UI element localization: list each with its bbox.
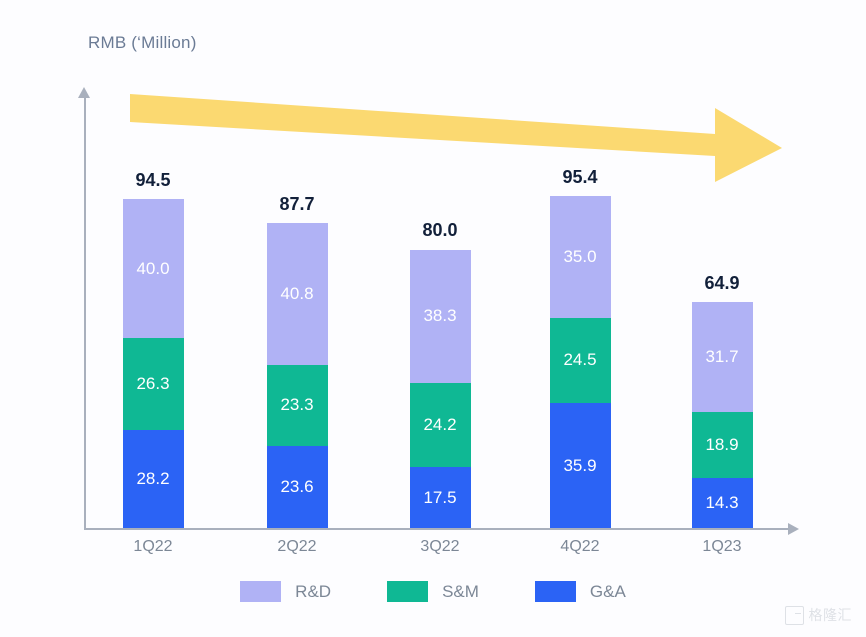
legend-label: G&A bbox=[589, 581, 626, 601]
y-axis-line bbox=[84, 97, 86, 529]
watermark-text: 格隆汇 bbox=[808, 607, 852, 623]
bar-segment-value: 31.7 bbox=[705, 347, 739, 367]
bar-group[interactable]: 64.9 31.7 18.9 14.3 bbox=[691, 273, 753, 528]
bar-segment-value: 23.6 bbox=[280, 476, 314, 496]
y-axis-unit-label: RMB (‘Million) bbox=[88, 33, 197, 52]
bar-segment-rd[interactable]: 38.3 bbox=[409, 249, 471, 383]
bar-segment-rd[interactable]: 40.8 bbox=[266, 222, 328, 365]
bar-segment-value: 17.5 bbox=[423, 487, 457, 507]
bar-segment-rd[interactable]: 40.0 bbox=[122, 199, 184, 339]
bar-segment-ga[interactable]: 35.9 bbox=[549, 403, 611, 528]
bar-segment-value: 40.8 bbox=[280, 283, 314, 303]
bar-segment-sm[interactable]: 23.3 bbox=[266, 364, 328, 446]
bar-segment-rd[interactable]: 35.0 bbox=[549, 195, 611, 318]
bar-total-label: 80.0 bbox=[422, 220, 458, 241]
bar-segment-value: 24.5 bbox=[563, 350, 597, 370]
legend-item-sm[interactable]: S&M bbox=[387, 581, 479, 602]
bar-total-label: 87.7 bbox=[279, 193, 315, 214]
x-axis-tick-label: 1Q22 bbox=[133, 538, 173, 555]
legend-swatch-icon bbox=[240, 581, 282, 602]
bar-segment-value: 18.9 bbox=[705, 435, 739, 455]
legend-item-rd[interactable]: R&D bbox=[240, 581, 331, 602]
bar-segment-sm[interactable]: 18.9 bbox=[691, 412, 753, 479]
bar-group[interactable]: 87.7 40.8 23.3 23.6 bbox=[266, 194, 328, 528]
bar-segment-sm[interactable]: 24.2 bbox=[409, 382, 471, 468]
bar-segment-value: 26.3 bbox=[136, 374, 170, 394]
bar-total-label: 94.5 bbox=[135, 170, 171, 190]
x-axis-tick-label: 1Q23 bbox=[702, 538, 742, 555]
legend-label: R&D bbox=[295, 581, 332, 601]
x-axis-tick-label: 3Q22 bbox=[420, 538, 460, 555]
bar-segment-value: 23.3 bbox=[280, 395, 314, 415]
bar-segment-ga[interactable]: 17.5 bbox=[409, 467, 471, 528]
legend-item-ga[interactable]: G&A bbox=[534, 581, 626, 602]
bar-segment-ga[interactable]: 23.6 bbox=[266, 445, 328, 528]
bar-segment-value: 28.2 bbox=[136, 468, 170, 488]
legend-swatch-icon bbox=[387, 581, 429, 602]
bar-segment-ga[interactable]: 14.3 bbox=[691, 478, 753, 528]
bar-segment-value: 38.3 bbox=[423, 306, 457, 326]
bar-total-label: 64.9 bbox=[704, 273, 740, 294]
bar-group[interactable]: 80.0 38.3 24.2 17.5 bbox=[409, 220, 471, 528]
bar-total-label: 95.4 bbox=[562, 166, 598, 187]
bar-segment-value: 14.3 bbox=[705, 493, 739, 513]
plot-area: 94.5 40.0 26.3 28.2 87.7 40.8 23.3 23.6 80.0 38.3… bbox=[84, 97, 790, 528]
legend-label: S&M bbox=[442, 581, 479, 601]
watermark: 格隆汇 bbox=[784, 605, 853, 625]
bar-segment-value: 40.0 bbox=[136, 258, 170, 278]
y-axis-arrowhead-icon bbox=[78, 87, 90, 98]
bar-segment-ga[interactable]: 28.2 bbox=[122, 429, 184, 528]
chart-legend: R&D S&M G&A bbox=[0, 581, 866, 602]
bar-group[interactable]: 94.5 40.0 26.3 28.2 bbox=[122, 170, 184, 528]
bar-segment-value: 35.9 bbox=[563, 455, 597, 475]
bar-segment-sm[interactable]: 26.3 bbox=[122, 338, 184, 430]
watermark-logo-icon bbox=[784, 605, 804, 625]
bar-segment-value: 24.2 bbox=[423, 414, 457, 434]
x-axis-tick-label: 2Q22 bbox=[277, 538, 317, 555]
x-axis-tick-label: 4Q22 bbox=[560, 538, 600, 555]
bar-segment-sm[interactable]: 24.5 bbox=[549, 317, 611, 404]
bar-group[interactable]: 95.4 35.0 24.5 35.9 bbox=[549, 167, 611, 528]
x-axis-line bbox=[84, 528, 790, 530]
x-axis-arrowhead-icon bbox=[788, 523, 799, 535]
legend-swatch-icon bbox=[534, 581, 576, 602]
bar-segment-rd[interactable]: 31.7 bbox=[691, 302, 753, 413]
bar-segment-value: 35.0 bbox=[563, 246, 597, 266]
